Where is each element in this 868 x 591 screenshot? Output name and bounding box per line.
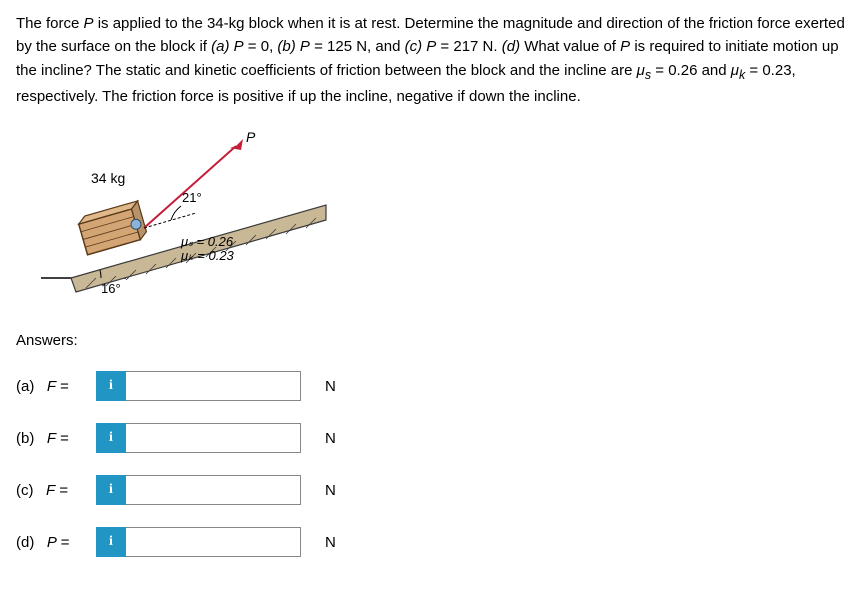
part-b: (b) P xyxy=(277,38,310,55)
var-p: P xyxy=(620,38,630,55)
info-icon[interactable]: i xyxy=(96,423,126,453)
mass-label: 34 kg xyxy=(91,170,125,186)
mu-s-label: μₛ = 0.26 xyxy=(180,234,234,249)
info-icon[interactable]: i xyxy=(96,371,126,401)
angle-p-label: 21° xyxy=(182,190,202,205)
part-c: (c) P xyxy=(405,38,437,55)
unit-label: N xyxy=(325,534,336,551)
mu-k-label: μₖ = 0.23 xyxy=(180,248,235,263)
text: What value of xyxy=(520,38,620,55)
answers-heading: Answers: xyxy=(16,332,852,349)
answer-input-d[interactable] xyxy=(126,527,301,557)
text: The force xyxy=(16,15,84,32)
answer-label-c: (c) F = xyxy=(16,482,96,499)
problem-statement: The force P is applied to the 34-kg bloc… xyxy=(16,12,852,108)
answer-label-a: (a) F = xyxy=(16,378,96,395)
answer-label-d: (d) P = xyxy=(16,534,96,551)
answer-input-c[interactable] xyxy=(126,475,301,505)
answer-row-d: (d) P = i N xyxy=(16,527,852,557)
answer-input-b[interactable] xyxy=(126,423,301,453)
mu: μ xyxy=(731,62,739,79)
unit-label: N xyxy=(325,378,336,395)
part-a: (a) P xyxy=(211,38,244,55)
part-d: (d) xyxy=(502,38,520,55)
text: = 0, xyxy=(244,38,278,55)
text: = 125 N, and xyxy=(310,38,405,55)
info-icon[interactable]: i xyxy=(96,527,126,557)
var-p: P xyxy=(84,15,94,32)
unit-label: N xyxy=(325,482,336,499)
answer-row-c: (c) F = i N xyxy=(16,475,852,505)
text: = 217 N. xyxy=(436,38,501,55)
force-p-label: P xyxy=(246,129,256,145)
answer-input-a[interactable] xyxy=(126,371,301,401)
physics-diagram: 34 kg 21° P 16° μₛ = 0.26 μₖ = 0.23 xyxy=(26,128,852,302)
incline-angle-label: 16° xyxy=(101,281,121,296)
text: = 0.26 and xyxy=(651,62,731,79)
mu: μ xyxy=(637,62,645,79)
unit-label: N xyxy=(325,430,336,447)
answer-row-a: (a) F = i N xyxy=(16,371,852,401)
info-icon[interactable]: i xyxy=(96,475,126,505)
answer-row-b: (b) F = i N xyxy=(16,423,852,453)
answer-label-b: (b) F = xyxy=(16,430,96,447)
